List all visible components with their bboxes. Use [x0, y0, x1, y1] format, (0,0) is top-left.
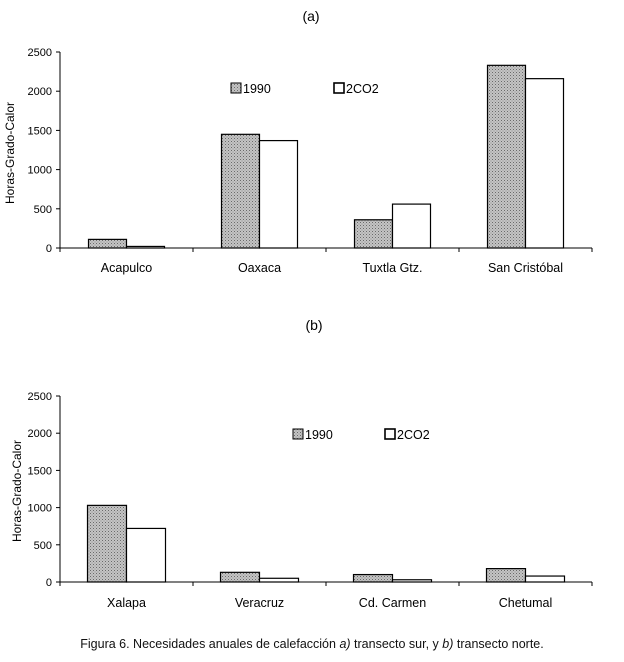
chart-b-bar-2co2 — [524, 575, 566, 583]
caption-prefix: Figura 6. Necesidades anuales de calefac… — [80, 637, 340, 651]
chart-a-bar-2co2 — [125, 245, 166, 249]
chart-a-y-tick-label: 1000 — [28, 165, 52, 177]
chart-b-category-label: Chetumal — [499, 596, 553, 610]
chart-a-category-label: Oaxaca — [238, 261, 281, 275]
chart-b-legend-label-2co2: 2CO2 — [397, 428, 430, 442]
chart-a-legend-label-2co2: 2CO2 — [346, 82, 379, 96]
chart-b-y-tick-label: 1000 — [28, 503, 52, 515]
chart-b-bar-1990 — [352, 573, 394, 583]
chart-a-legend-label-1990: 1990 — [243, 82, 271, 96]
caption-b-part: b) — [442, 637, 454, 651]
chart-b-bar-2co2 — [125, 527, 167, 583]
chart-a-bar-1990 — [87, 238, 128, 249]
chart-a-category-label: Acapulco — [101, 261, 152, 275]
chart-b-legend: 1990 2CO2 — [292, 428, 430, 442]
chart-a-panel-label: (a) — [302, 8, 319, 24]
chart-b-y-tick-label: 1500 — [28, 465, 52, 477]
chart-a-y-tick-label: 2000 — [28, 86, 52, 98]
chart-b: (b) Horas-Grado-Calor 0 500 1000 1500 2000 25… — [10, 317, 593, 610]
chart-a-legend-swatch-2co2 — [333, 82, 345, 94]
chart-b-panel-label: (b) — [305, 317, 322, 333]
chart-b-legend-swatch-2co2 — [384, 428, 396, 440]
chart-a-legend: 1990 2CO2 — [230, 82, 379, 96]
caption-suffix: transecto norte. — [453, 637, 544, 651]
chart-a-category-label: Tuxtla Gtz. — [363, 261, 423, 275]
chart-a-bar-1990 — [220, 133, 261, 249]
figure-caption: Figura 6. Necesidades anuales de calefac… — [0, 637, 624, 651]
chart-b-bar-1990 — [86, 504, 128, 583]
chart-b-bar-1990 — [485, 568, 527, 583]
chart-a-bar-2co2 — [258, 139, 299, 249]
chart-b-y-tick-label: 0 — [46, 577, 52, 589]
chart-b-y-tick-label: 2500 — [28, 391, 52, 403]
chart-b-legend-label-1990: 1990 — [305, 428, 333, 442]
chart-b-bars — [86, 504, 566, 583]
caption-a-part: a) — [339, 637, 351, 651]
chart-b-bar-2co2 — [258, 577, 300, 583]
chart-a-y-tick-label: 0 — [46, 243, 52, 255]
chart-a-bars — [87, 64, 565, 249]
chart-a-legend-swatch-1990 — [230, 82, 242, 94]
chart-a-y-tick-label: 500 — [34, 204, 52, 216]
chart-a-y-tick-label: 1500 — [28, 125, 52, 137]
chart-b-category-label: Xalapa — [107, 596, 146, 610]
chart-b-bar-2co2 — [391, 579, 433, 583]
chart-b-category-label: Veracruz — [235, 596, 284, 610]
chart-b-y-axis-title: Horas-Grado-Calor — [10, 440, 24, 542]
chart-b-legend-swatch-1990 — [292, 428, 304, 440]
chart-a-axes: 0 500 1000 1500 2000 2500 Acapulco Oaxaca Tuxtla… — [28, 47, 593, 275]
figure: (a) Horas-Grado-Calor 0 500 1000 1500 2000 25… — [3, 8, 593, 610]
chart-b-y-tick-label: 2000 — [28, 428, 52, 440]
chart-b-y-tick-label: 500 — [34, 540, 52, 552]
chart-b-category-label: Cd. Carmen — [359, 596, 426, 610]
chart-a-bar-2co2 — [524, 78, 565, 249]
chart-a-y-axis-title: Horas-Grado-Calor — [3, 102, 17, 204]
chart-b-bar-1990 — [219, 571, 261, 583]
chart-a-bar-2co2 — [391, 203, 432, 249]
chart-a: (a) Horas-Grado-Calor 0 500 1000 1500 2000 25… — [3, 8, 593, 275]
caption-middle: transecto sur, y — [350, 637, 443, 651]
chart-a-bar-1990 — [486, 64, 527, 249]
chart-a-category-label: San Cristóbal — [488, 261, 563, 275]
chart-a-bar-1990 — [353, 219, 394, 249]
chart-a-y-tick-label: 2500 — [28, 47, 52, 59]
